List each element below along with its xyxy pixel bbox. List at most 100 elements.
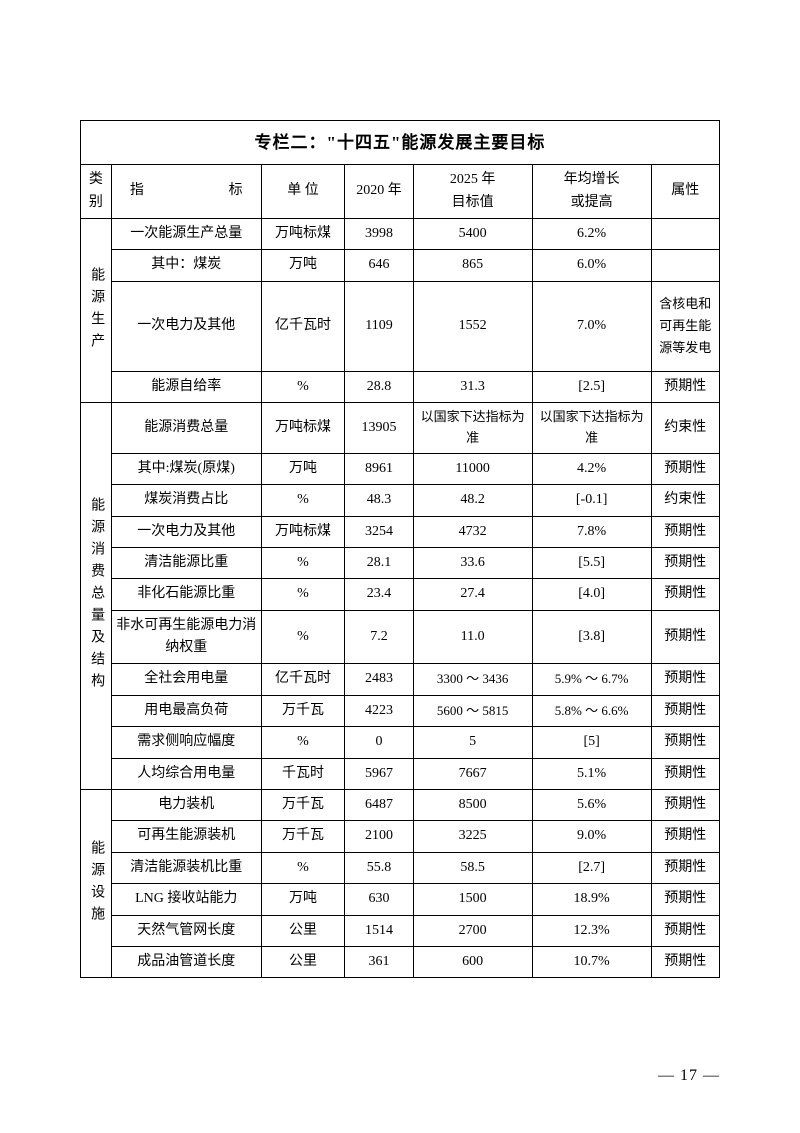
indicator-cell: 能源自给率 [111, 371, 261, 402]
page-number: — 17 — [658, 1067, 720, 1085]
table-row: 需求侧响应幅度 % 0 5 [5] 预期性 [81, 727, 720, 758]
attr-cell: 预期性 [651, 915, 719, 946]
table-row: 其中:煤炭(原煤) 万吨 8961 11000 4.2% 预期性 [81, 453, 720, 484]
attr-cell: 约束性 [651, 485, 719, 516]
table-row: 非化石能源比重 % 23.4 27.4 [4.0] 预期性 [81, 579, 720, 610]
attr-cell: 预期性 [651, 579, 719, 610]
growth-cell: [2.5] [532, 371, 651, 402]
unit-cell: 万吨标煤 [261, 218, 345, 249]
y2025-cell: 5600 ～ 5815 [413, 695, 532, 726]
indicator-cell: 需求侧响应幅度 [111, 727, 261, 758]
attr-cell: 预期性 [651, 790, 719, 821]
unit-cell: % [261, 547, 345, 578]
indicator-cell: 成品油管道长度 [111, 946, 261, 977]
header-category: 类别 [81, 165, 112, 219]
growth-cell: 18.9% [532, 884, 651, 915]
table-row: LNG 接收站能力 万吨 630 1500 18.9% 预期性 [81, 884, 720, 915]
header-attr: 属性 [651, 165, 719, 219]
unit-cell: % [261, 610, 345, 664]
table-row: 能源消费总量及结构 能源消费总量 万吨标煤 13905 以国家下达指标为准 以国… [81, 403, 720, 454]
y2025-cell: 48.2 [413, 485, 532, 516]
indicator-cell: 用电最高负荷 [111, 695, 261, 726]
y2020-cell: 361 [345, 946, 413, 977]
attr-cell: 预期性 [651, 695, 719, 726]
y2020-cell: 5967 [345, 758, 413, 789]
table-row: 能源自给率 % 28.8 31.3 [2.5] 预期性 [81, 371, 720, 402]
header-indicator: 指 标 [111, 165, 261, 219]
growth-cell: 5.1% [532, 758, 651, 789]
attr-cell: 预期性 [651, 610, 719, 664]
unit-cell: % [261, 727, 345, 758]
y2020-cell: 1514 [345, 915, 413, 946]
attr-cell: 预期性 [651, 758, 719, 789]
attr-cell: 预期性 [651, 946, 719, 977]
unit-cell: 万千瓦 [261, 695, 345, 726]
growth-cell: 6.2% [532, 218, 651, 249]
unit-cell: % [261, 852, 345, 883]
unit-cell: 万吨标煤 [261, 403, 345, 454]
y2020-cell: 0 [345, 727, 413, 758]
y2025-cell: 4732 [413, 516, 532, 547]
attr-cell: 约束性 [651, 403, 719, 454]
attr-cell: 预期性 [651, 516, 719, 547]
growth-cell: 5.8% ～ 6.6% [532, 695, 651, 726]
indicator-cell: 全社会用电量 [111, 664, 261, 695]
y2025-cell: 3225 [413, 821, 532, 852]
y2025-cell: 11000 [413, 453, 532, 484]
indicator-cell: 其中：煤炭 [111, 250, 261, 281]
header-growth: 年均增长 或提高 [532, 165, 651, 219]
indicator-cell: 一次电力及其他 [111, 281, 261, 371]
y2020-cell: 4223 [345, 695, 413, 726]
y2020-cell: 1109 [345, 281, 413, 371]
indicator-cell: 非水可再生能源电力消纳权重 [111, 610, 261, 664]
y2025-cell: 7667 [413, 758, 532, 789]
attr-cell: 预期性 [651, 727, 719, 758]
table-row: 全社会用电量 亿千瓦时 2483 3300 ～ 3436 5.9% ～ 6.7%… [81, 664, 720, 695]
y2020-cell: 28.1 [345, 547, 413, 578]
attr-cell: 预期性 [651, 547, 719, 578]
unit-cell: 万千瓦 [261, 821, 345, 852]
y2020-cell: 3254 [345, 516, 413, 547]
attr-cell: 预期性 [651, 371, 719, 402]
table-row: 可再生能源装机 万千瓦 2100 3225 9.0% 预期性 [81, 821, 720, 852]
attr-cell: 预期性 [651, 884, 719, 915]
y2020-cell: 48.3 [345, 485, 413, 516]
y2020-cell: 13905 [345, 403, 413, 454]
y2020-cell: 23.4 [345, 579, 413, 610]
indicator-cell: 清洁能源装机比重 [111, 852, 261, 883]
indicator-cell: 天然气管网长度 [111, 915, 261, 946]
y2025-cell: 2700 [413, 915, 532, 946]
growth-cell: 以国家下达指标为准 [532, 403, 651, 454]
header-2025: 2025 年 目标值 [413, 165, 532, 219]
growth-cell: 9.0% [532, 821, 651, 852]
table-row: 清洁能源比重 % 28.1 33.6 [5.5] 预期性 [81, 547, 720, 578]
attr-cell: 预期性 [651, 821, 719, 852]
page: 专栏二："十四五"能源发展主要目标 类别 指 标 单 位 2020 年 2025… [0, 0, 800, 1133]
indicator-cell: 能源消费总量 [111, 403, 261, 454]
attr-cell: 预期性 [651, 852, 719, 883]
unit-cell: 万千瓦 [261, 790, 345, 821]
growth-cell: 7.8% [532, 516, 651, 547]
growth-cell: 7.0% [532, 281, 651, 371]
y2025-cell: 1500 [413, 884, 532, 915]
header-row: 类别 指 标 单 位 2020 年 2025 年 目标值 年均增长 或提高 属性 [81, 165, 720, 219]
y2020-cell: 2100 [345, 821, 413, 852]
y2025-cell: 27.4 [413, 579, 532, 610]
attr-cell: 预期性 [651, 453, 719, 484]
targets-table: 专栏二："十四五"能源发展主要目标 类别 指 标 单 位 2020 年 2025… [80, 120, 720, 978]
growth-cell: 5.9% ～ 6.7% [532, 664, 651, 695]
table-row: 用电最高负荷 万千瓦 4223 5600 ～ 5815 5.8% ～ 6.6% … [81, 695, 720, 726]
y2025-cell: 3300 ～ 3436 [413, 664, 532, 695]
indicator-cell: 其中:煤炭(原煤) [111, 453, 261, 484]
y2025-cell: 865 [413, 250, 532, 281]
y2025-cell: 5 [413, 727, 532, 758]
y2020-cell: 28.8 [345, 371, 413, 402]
growth-cell: [3.8] [532, 610, 651, 664]
growth-cell: 5.6% [532, 790, 651, 821]
indicator-cell: 电力装机 [111, 790, 261, 821]
table-row: 一次电力及其他 亿千瓦时 1109 1552 7.0% 含核电和可再生能源等发电 [81, 281, 720, 371]
unit-cell: 亿千瓦时 [261, 664, 345, 695]
y2025-cell: 1552 [413, 281, 532, 371]
y2020-cell: 6487 [345, 790, 413, 821]
table-row: 非水可再生能源电力消纳权重 % 7.2 11.0 [3.8] 预期性 [81, 610, 720, 664]
